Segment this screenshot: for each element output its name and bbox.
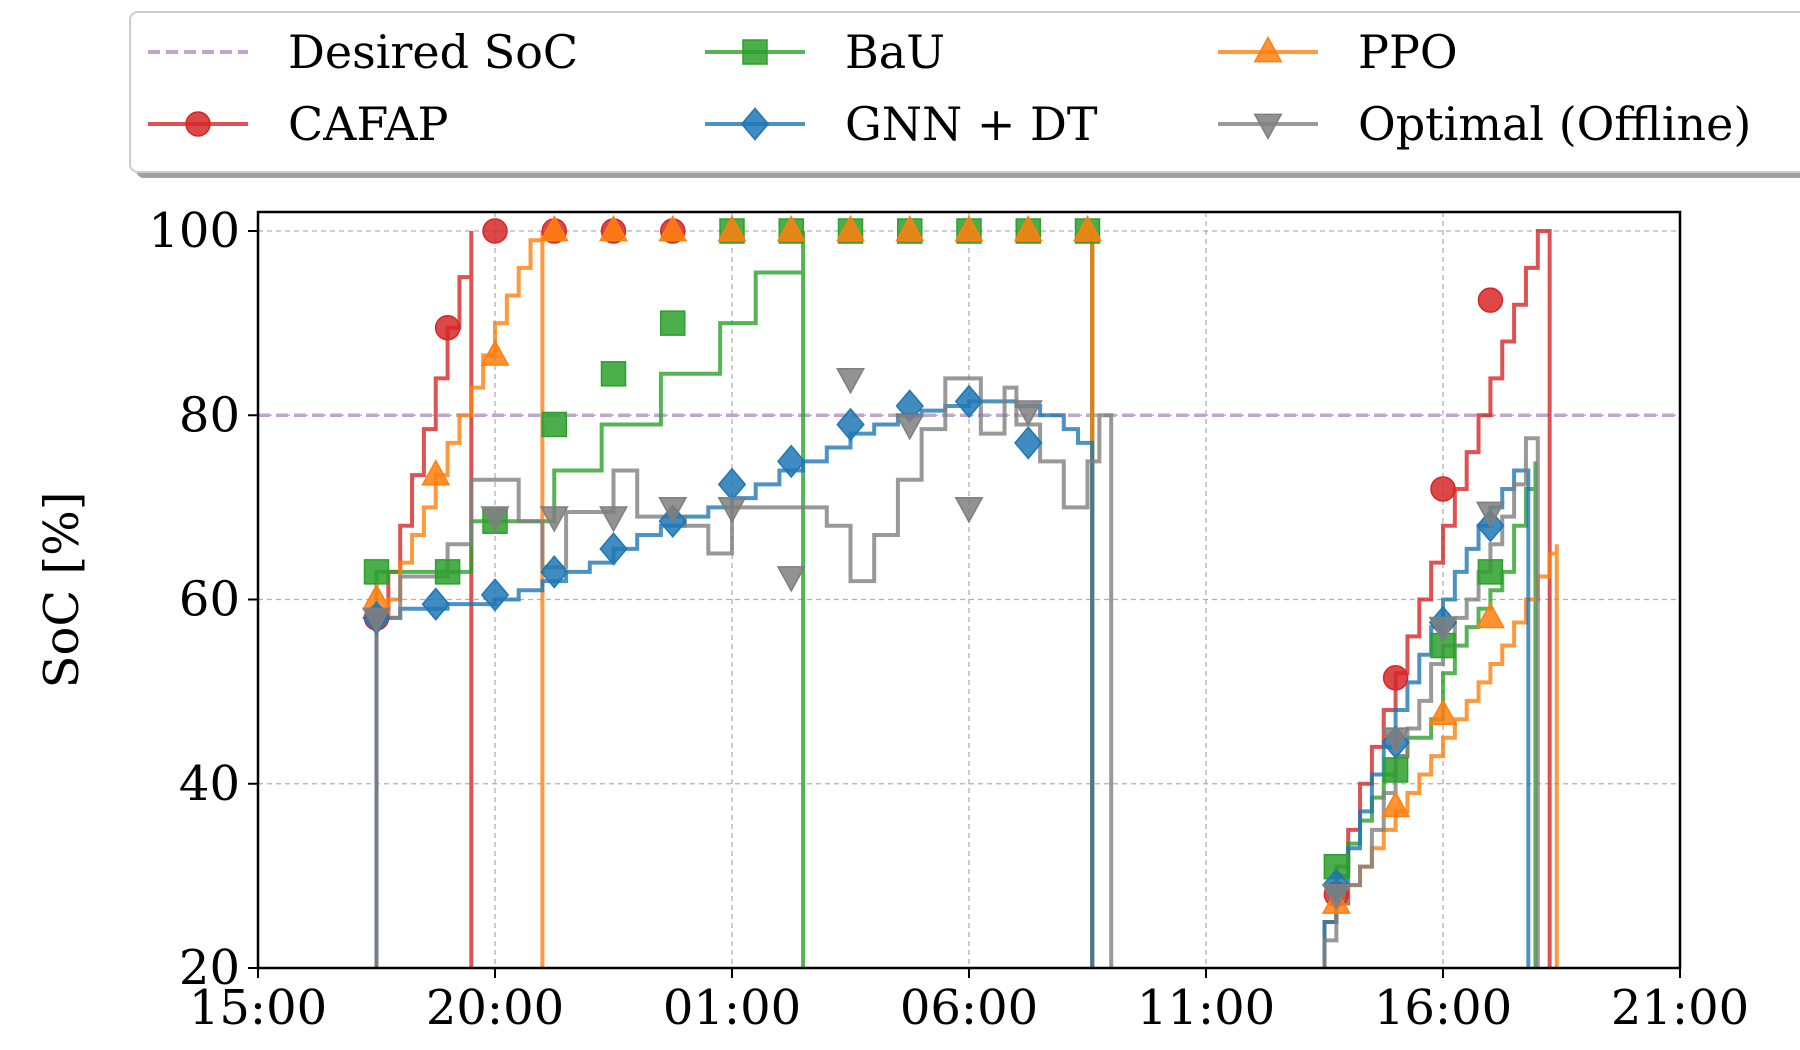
marker-ppo-3 (539, 215, 569, 242)
marker-ppo-4 (599, 215, 628, 242)
axis-ticks: 20 40 60 80 100 15:00 20:00 01:00 06:00 11:00 16:0… (148, 203, 1749, 1036)
marker-optimal-offline-14 (1475, 501, 1505, 528)
series-lines (374, 229, 1559, 968)
marker-gnn-dt-7 (777, 444, 806, 479)
marker-ppo-9 (895, 215, 925, 242)
marker-gnn-dt-2 (480, 578, 510, 612)
series-line-gnn-dt (374, 399, 1531, 968)
y-tick-label-40: 40 (179, 756, 240, 812)
marker-bau-1 (434, 559, 461, 585)
marker-cafap-8 (1430, 476, 1456, 502)
x-tick-label-6: 21:00 (1611, 980, 1749, 1036)
marker-ppo-12 (1073, 215, 1102, 242)
marker-bau-5 (660, 310, 686, 336)
marker-cafap-7 (1382, 665, 1409, 691)
legend-ppo-marker (1253, 36, 1283, 63)
marker-bau-14 (1382, 757, 1409, 783)
marker-optimal-offline-13 (1428, 616, 1458, 644)
marker-ppo-1 (421, 459, 451, 486)
legend-gnn-dt-label: GNN + DT (845, 97, 1098, 151)
marker-ppo-14 (1381, 790, 1411, 818)
marker-gnn-dt-1 (421, 587, 450, 621)
x-tick-label-4: 11:00 (1137, 980, 1275, 1036)
series-markers (362, 215, 1505, 914)
series-line-optimal-offline (374, 376, 1540, 968)
marker-optimal-offline-12 (1381, 727, 1411, 754)
x-tick-label-0: 15:00 (189, 980, 327, 1036)
marker-bau-4 (600, 361, 627, 387)
marker-gnn-dt-6 (717, 467, 747, 502)
marker-optimal-offline-0 (362, 607, 391, 634)
x-tick-label-1: 20:00 (426, 980, 564, 1036)
series-line-ppo (374, 231, 1559, 968)
marker-ppo-5 (658, 215, 688, 242)
marker-ppo-6 (717, 215, 747, 242)
y-axis-title: SoC [%] (34, 492, 90, 689)
marker-cafap-2 (482, 218, 508, 244)
marker-optimal-offline-7 (836, 368, 865, 395)
marker-optimal-offline-6 (776, 566, 806, 593)
x-tick-label-3: 06:00 (900, 980, 1038, 1036)
marker-optimal-offline-1 (480, 506, 510, 533)
marker-optimal-offline-11 (1321, 883, 1351, 911)
legend-box (129, 11, 1800, 173)
marker-optimal-offline-3 (599, 506, 628, 533)
legend-optimal-offline-label: Optimal (Offline) (1358, 97, 1751, 151)
marker-optimal-offline-9 (954, 497, 984, 524)
marker-optimal-offline-5 (717, 497, 747, 524)
y-tick-label-20: 20 (179, 940, 240, 996)
marker-ppo-10 (954, 215, 984, 242)
y-tick-label-60: 60 (179, 572, 240, 628)
legend: Desired SoC CAFAP BaU GNN + DT PPO Optimal (O… (129, 11, 1800, 178)
marker-gnn-dt-4 (599, 532, 628, 566)
marker-optimal-offline-8 (895, 414, 925, 441)
marker-ppo-2 (480, 339, 510, 366)
marker-ppo-15 (1428, 698, 1458, 726)
marker-cafap-1 (434, 314, 461, 341)
x-tick-label-2: 01:00 (663, 980, 801, 1036)
legend-ppo-label: PPO (1358, 25, 1458, 79)
marker-gnn-dt-8 (836, 407, 865, 442)
legend-gnn-dt-marker (740, 107, 770, 141)
legend-bau-marker (742, 39, 768, 65)
marker-optimal-offline-10 (1013, 400, 1043, 427)
marker-bau-0 (363, 559, 390, 585)
y-tick-label-80: 80 (179, 387, 240, 443)
legend-bau-label: BaU (845, 25, 945, 79)
legend-cafap-label: CAFAP (288, 97, 449, 151)
legend-desired-soc-label: Desired SoC (288, 25, 578, 79)
marker-bau-3 (541, 411, 567, 438)
marker-gnn-dt-3 (540, 555, 569, 589)
marker-optimal-offline-4 (658, 497, 688, 524)
marker-ppo-7 (776, 215, 806, 242)
legend-cafap-marker (185, 111, 211, 137)
legend-optimal-offline-marker (1253, 113, 1283, 140)
marker-ppo-16 (1475, 601, 1505, 629)
marker-gnn-dt-10 (954, 384, 984, 419)
marker-ppo-8 (836, 215, 865, 242)
marker-gnn-dt-11 (1014, 426, 1043, 460)
marker-bau-16 (1477, 559, 1504, 585)
marker-ppo-11 (1013, 215, 1043, 242)
x-tick-label-5: 16:00 (1374, 980, 1512, 1036)
y-tick-label-100: 100 (148, 203, 240, 259)
marker-cafap-9 (1477, 287, 1504, 313)
marker-optimal-offline-2 (539, 506, 569, 533)
